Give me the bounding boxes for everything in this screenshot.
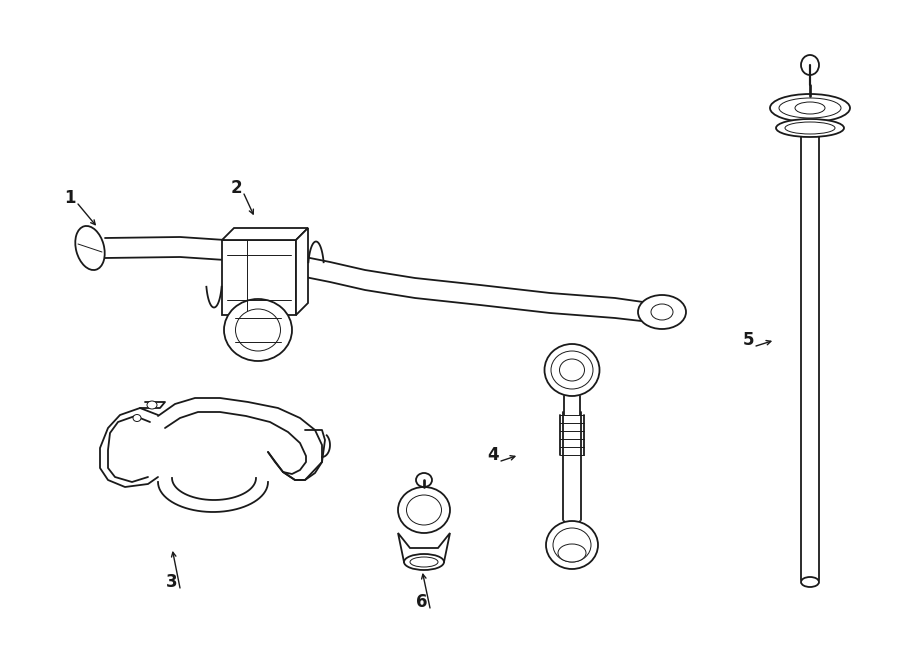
Ellipse shape	[224, 299, 292, 361]
Text: 6: 6	[416, 593, 428, 611]
Text: 5: 5	[742, 331, 754, 349]
Ellipse shape	[551, 351, 593, 389]
Ellipse shape	[553, 528, 591, 562]
Text: 1: 1	[64, 189, 76, 207]
Ellipse shape	[544, 344, 599, 396]
Text: 2: 2	[230, 179, 242, 197]
Ellipse shape	[795, 102, 825, 114]
Ellipse shape	[407, 495, 442, 525]
Ellipse shape	[801, 55, 819, 75]
Text: 3: 3	[166, 573, 178, 591]
Ellipse shape	[638, 295, 686, 329]
Ellipse shape	[779, 98, 841, 118]
Ellipse shape	[801, 577, 819, 587]
Ellipse shape	[546, 521, 598, 569]
Polygon shape	[296, 228, 308, 315]
Ellipse shape	[416, 473, 432, 487]
Ellipse shape	[404, 554, 444, 570]
Ellipse shape	[76, 226, 104, 270]
Ellipse shape	[785, 122, 835, 134]
Ellipse shape	[651, 304, 673, 320]
Ellipse shape	[558, 544, 586, 562]
Ellipse shape	[236, 309, 281, 351]
Ellipse shape	[776, 119, 844, 137]
Ellipse shape	[560, 359, 584, 381]
Polygon shape	[398, 533, 450, 562]
Ellipse shape	[133, 414, 141, 422]
Ellipse shape	[147, 401, 157, 409]
Ellipse shape	[410, 557, 438, 567]
Ellipse shape	[398, 487, 450, 533]
Ellipse shape	[770, 94, 850, 122]
Polygon shape	[222, 240, 296, 315]
Polygon shape	[222, 228, 308, 240]
Text: 4: 4	[487, 446, 499, 464]
